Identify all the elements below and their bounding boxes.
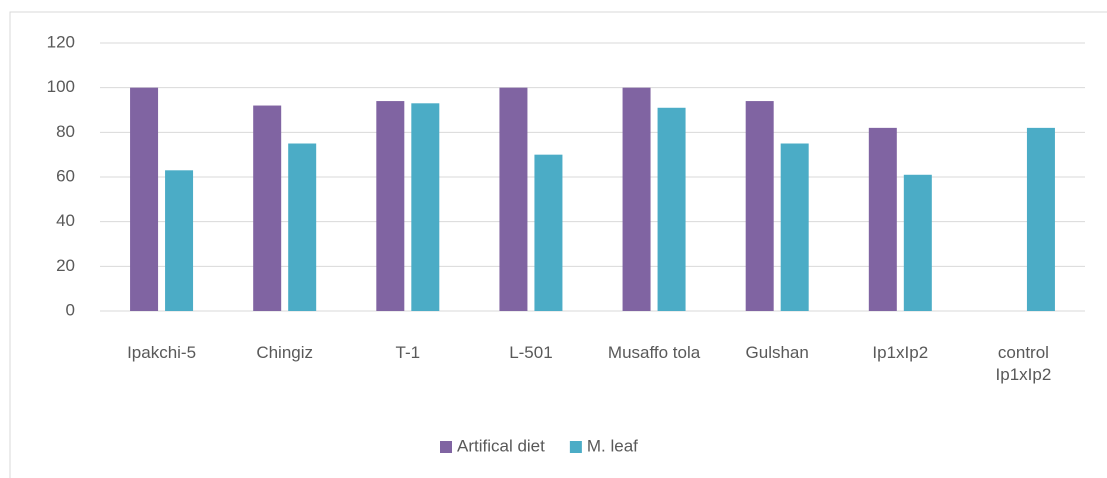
bar: [499, 87, 528, 312]
legend-label: M. leaf: [587, 436, 638, 455]
x-tick-label: Chingiz: [256, 343, 314, 362]
y-tick-label: 120: [47, 32, 75, 51]
y-tick-label: 60: [56, 166, 75, 185]
y-tick-label: 20: [56, 256, 75, 275]
x-tick-label: control Ip1xIp2: [995, 343, 1052, 384]
bar: [780, 143, 809, 311]
bar: [903, 174, 932, 311]
x-tick-label: Ip1xIp2: [872, 343, 929, 362]
legend-swatch: [440, 441, 452, 453]
legend-swatch: [569, 441, 582, 453]
bar: [288, 143, 317, 311]
bar: [534, 154, 563, 311]
bar: [868, 127, 897, 311]
x-tick-label: L-501: [509, 343, 553, 362]
bar: [745, 101, 774, 311]
x-tick-label: Musaffo tola: [607, 343, 701, 362]
bar: [130, 87, 159, 312]
bar: [622, 87, 651, 312]
y-tick-label: 100: [47, 77, 75, 96]
legend-label: Artifical diet: [457, 436, 545, 455]
bar: [411, 103, 440, 311]
y-tick-label: 0: [66, 300, 75, 319]
x-tick-label: Ipakchi-5: [127, 343, 197, 362]
x-tick-label: Gulshan: [745, 343, 809, 362]
y-tick-label: 40: [56, 211, 75, 230]
bar: [1026, 127, 1055, 311]
chart-frame: [9, 11, 1107, 478]
y-tick-label: 80: [56, 122, 75, 141]
x-tick-label: T-1: [395, 343, 421, 362]
bar: [376, 101, 405, 311]
bar: [657, 107, 686, 312]
bar: [253, 105, 282, 312]
bar: [165, 170, 194, 311]
